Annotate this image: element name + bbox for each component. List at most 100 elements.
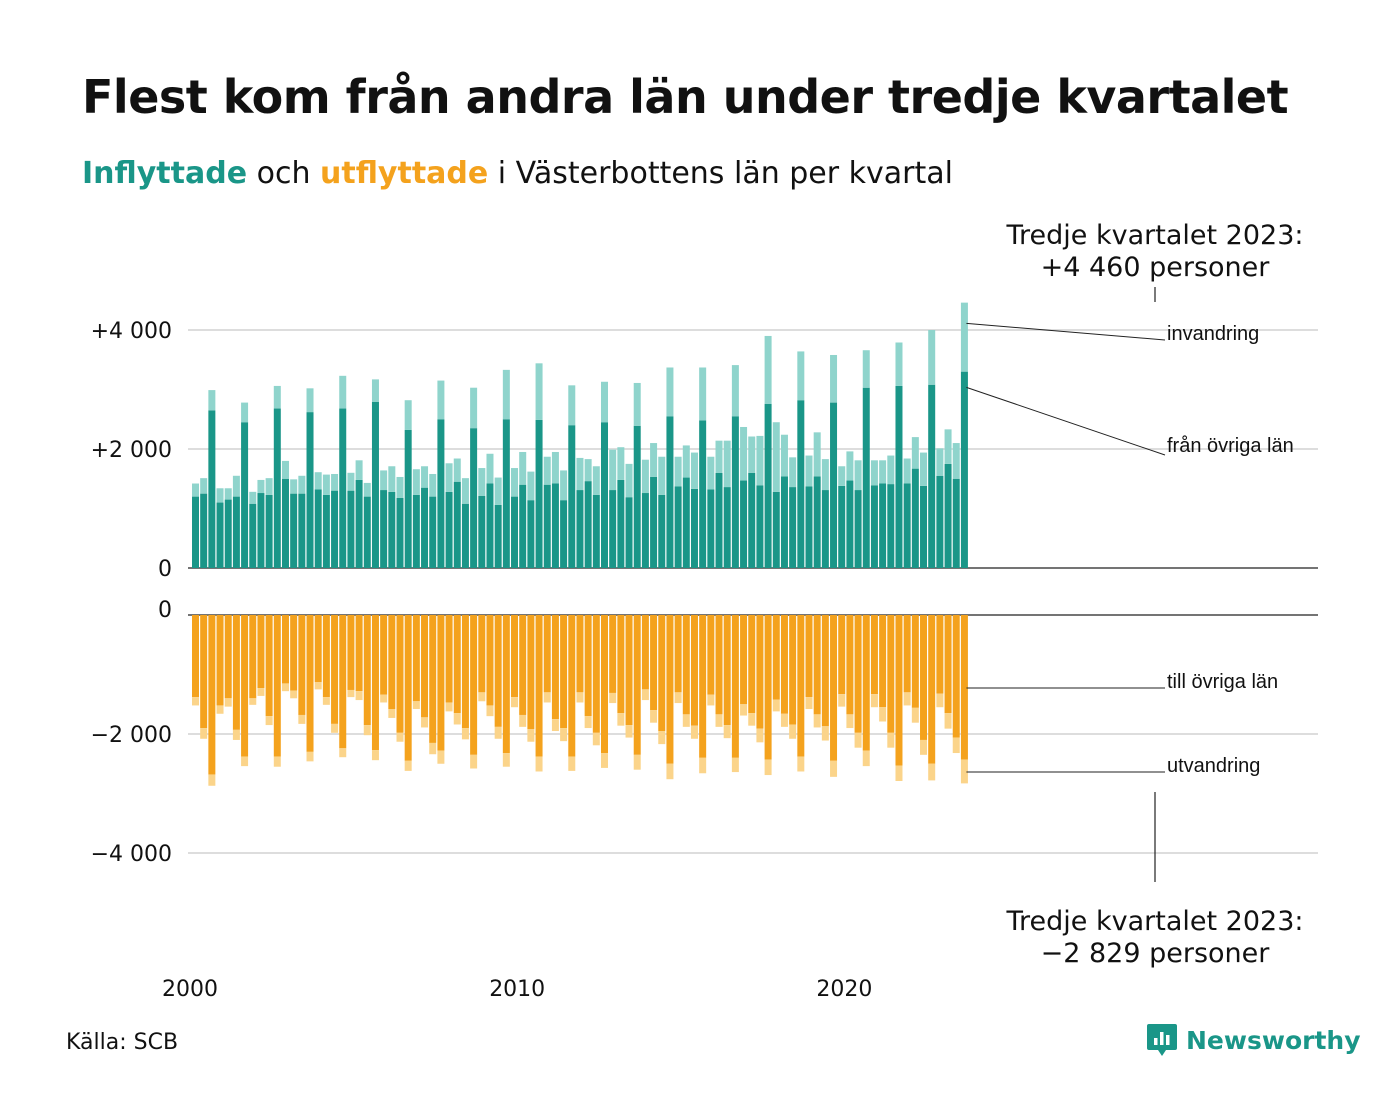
bar-out-till-ovriga-lan xyxy=(216,615,224,706)
subtitle-inflyttade: Inflyttade xyxy=(82,156,248,191)
bar-in-fran-ovriga-lan xyxy=(862,387,870,568)
bar-out-utvandring xyxy=(658,731,666,745)
bar-out-till-ovriga-lan xyxy=(650,615,658,711)
bar-in-fran-ovriga-lan xyxy=(928,384,936,568)
bar-out-till-ovriga-lan xyxy=(290,615,298,691)
bar-in-fran-ovriga-lan xyxy=(960,371,968,568)
bar-out-till-ovriga-lan xyxy=(731,615,739,758)
bar-out-utvandring xyxy=(944,713,952,729)
bar-out-till-ovriga-lan xyxy=(601,615,608,754)
bar-out-till-ovriga-lan xyxy=(658,615,666,732)
bar-out-till-ovriga-lan xyxy=(895,615,903,766)
bar-in-invandring xyxy=(511,468,519,497)
bar-in-invandring xyxy=(273,385,281,409)
bar-out-utvandring xyxy=(527,729,535,742)
bar-out-till-ovriga-lan xyxy=(551,615,559,720)
bar-out-utvandring xyxy=(879,707,887,722)
bar-out-utvandring xyxy=(715,714,723,727)
bar-in-invandring xyxy=(470,387,478,429)
bar-out-till-ovriga-lan xyxy=(707,615,715,695)
bar-out-utvandring xyxy=(371,750,379,761)
bar-out-till-ovriga-lan xyxy=(445,615,453,703)
bar-in-fran-ovriga-lan xyxy=(674,486,682,568)
bar-out-till-ovriga-lan xyxy=(527,615,535,730)
bar-out-utvandring xyxy=(830,760,838,777)
bar-in-fran-ovriga-lan xyxy=(821,490,829,568)
bar-out-till-ovriga-lan xyxy=(192,615,199,698)
bar-in-fran-ovriga-lan xyxy=(453,481,461,568)
bar-out-utvandring xyxy=(772,699,780,712)
bar-in-fran-ovriga-lan xyxy=(551,483,559,568)
bar-out-till-ovriga-lan xyxy=(306,615,314,752)
bar-in-fran-ovriga-lan xyxy=(731,416,739,568)
bar-out-utvandring xyxy=(690,725,698,739)
bar-out-utvandring xyxy=(404,760,412,771)
bar-in-fran-ovriga-lan xyxy=(830,402,838,568)
bar-in-fran-ovriga-lan xyxy=(617,479,625,568)
bar-in-invandring xyxy=(486,453,494,484)
bar-in-invandring xyxy=(453,458,461,482)
bar-in-invandring xyxy=(650,443,658,477)
bar-in-invandring xyxy=(936,448,944,476)
bar-in-fran-ovriga-lan xyxy=(380,490,388,568)
bar-in-fran-ovriga-lan xyxy=(502,419,510,568)
bar-in-invandring xyxy=(731,365,739,417)
bar-out-utvandring xyxy=(764,759,772,776)
bar-in-invandring xyxy=(502,369,510,420)
bar-out-utvandring xyxy=(895,765,903,782)
bar-out-till-ovriga-lan xyxy=(609,615,617,693)
bar-out-till-ovriga-lan xyxy=(911,615,919,708)
bar-in-fran-ovriga-lan xyxy=(715,472,723,568)
bar-in-fran-ovriga-lan xyxy=(412,494,420,568)
bar-out-till-ovriga-lan xyxy=(453,615,461,714)
bar-in-invandring xyxy=(355,460,363,480)
bar-in-invandring xyxy=(265,478,273,495)
bar-out-utvandring xyxy=(674,692,682,704)
x-tick-label: 2010 xyxy=(489,977,545,1002)
bar-chart-speech-icon xyxy=(1147,1024,1177,1056)
bar-out-utvandring xyxy=(682,714,690,727)
bar-in-fran-ovriga-lan xyxy=(363,496,371,568)
bar-out-till-ovriga-lan xyxy=(838,615,846,695)
bar-in-fran-ovriga-lan xyxy=(764,403,772,568)
bar-in-invandring xyxy=(911,437,919,469)
bar-in-fran-ovriga-lan xyxy=(257,493,265,568)
bar-in-fran-ovriga-lan xyxy=(470,428,478,568)
bar-out-utvandring xyxy=(281,683,289,692)
bar-in-fran-ovriga-lan xyxy=(519,484,527,568)
bar-out-utvandring xyxy=(331,723,339,733)
bar-in-fran-ovriga-lan xyxy=(224,499,232,568)
bar-in-invandring xyxy=(437,380,445,420)
bar-out-till-ovriga-lan xyxy=(584,615,592,717)
bar-out-utvandring xyxy=(322,697,330,705)
bar-in-invandring xyxy=(715,440,723,473)
bar-in-invandring xyxy=(952,443,960,479)
bar-out-till-ovriga-lan xyxy=(960,615,968,760)
newsworthy-logo[interactable]: Newsworthy xyxy=(1146,1022,1361,1058)
bar-out-till-ovriga-lan xyxy=(224,615,232,699)
bar-in-invandring xyxy=(478,468,486,497)
bar-in-fran-ovriga-lan xyxy=(633,425,641,568)
bar-out-utvandring xyxy=(535,756,543,772)
bar-in-invandring xyxy=(707,456,715,490)
bar-in-invandring xyxy=(862,350,870,388)
bar-in-invandring xyxy=(404,400,412,430)
bar-out-utvandring xyxy=(846,714,854,729)
bar-out-till-ovriga-lan xyxy=(699,615,707,758)
bar-out-utvandring xyxy=(453,713,461,725)
bar-out-utvandring xyxy=(633,754,641,770)
bar-out-utvandring xyxy=(437,750,445,764)
bar-out-till-ovriga-lan xyxy=(486,615,494,706)
bar-out-utvandring xyxy=(731,757,739,773)
bar-in-invandring xyxy=(380,470,388,491)
bar-out-utvandring xyxy=(650,710,658,723)
bar-out-till-ovriga-lan xyxy=(331,615,339,724)
bar-out-utvandring xyxy=(805,697,813,710)
bar-out-utvandring xyxy=(224,698,232,707)
bar-out-utvandring xyxy=(445,702,453,712)
bar-in-invandring xyxy=(306,388,314,413)
bar-in-fran-ovriga-lan xyxy=(952,478,960,568)
bar-in-fran-ovriga-lan xyxy=(625,497,633,568)
bar-in-fran-ovriga-lan xyxy=(527,500,535,568)
